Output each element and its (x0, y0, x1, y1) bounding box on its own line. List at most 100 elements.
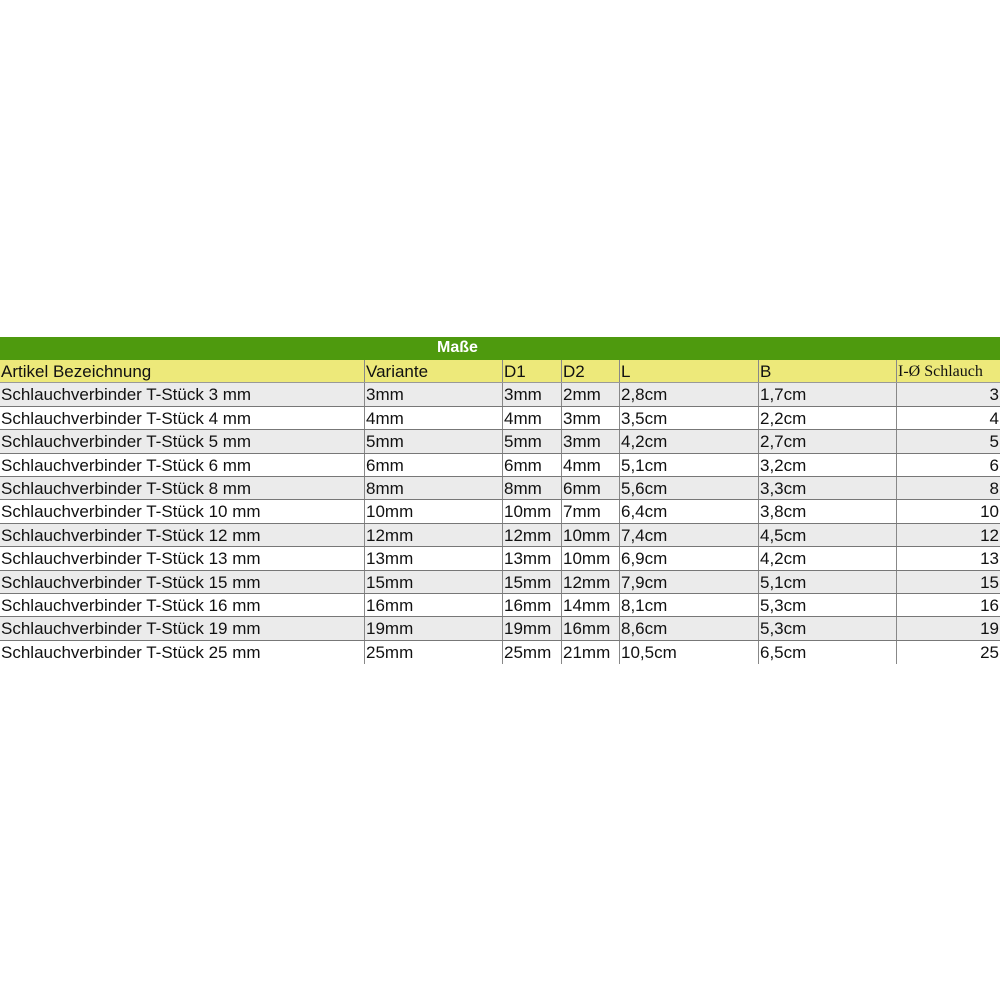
cell-article-name: Schlauchverbinder T-Stück 12 mm (0, 523, 365, 547)
header-variant: Variante (365, 360, 503, 383)
cell-article-name: Schlauchverbinder T-Stück 6 mm (0, 453, 365, 476)
cell-hose-inner-diameter: 8 (989, 478, 999, 498)
cell-width: 6,5cm (759, 640, 897, 665)
table-row: Schlauchverbinder T-Stück 8 mm 8mm 8mm 6mm 5… (0, 476, 1000, 501)
cell-length: 2,8cm (620, 383, 759, 406)
header-width: B (759, 360, 897, 383)
table-row: Schlauchverbinder T-Stück 4 mm 4mm 4mm 3mm 3… (0, 406, 1000, 431)
cell-hose-inner-diameter: 12 (980, 525, 999, 545)
header-d1: D1 (503, 360, 562, 383)
cell-width: 2,7cm (759, 430, 897, 453)
cell-d1: 13mm (503, 547, 562, 570)
cell-width: 5,1cm (759, 570, 897, 593)
cell-variant: 3mm (365, 383, 503, 406)
cell-d1: 16mm (503, 593, 562, 617)
cell-d2: 12mm (562, 570, 620, 593)
cell-length: 5,1cm (620, 453, 759, 476)
cell-length: 5,6cm (620, 476, 759, 500)
cell-hose-inner-diameter: 3 (989, 385, 999, 405)
cell-variant: 8mm (365, 476, 503, 500)
cell-d2: 3mm (562, 406, 620, 430)
cell-length: 3,5cm (620, 406, 759, 430)
cell-d1: 3mm (503, 383, 562, 406)
cell-length: 7,4cm (620, 523, 759, 547)
cell-variant: 5mm (365, 430, 503, 453)
cell-article-name: Schlauchverbinder T-Stück 8 mm (0, 476, 365, 500)
cell-d1: 8mm (503, 476, 562, 500)
cell-width: 3,3cm (759, 476, 897, 500)
cell-width: 5,3cm (759, 593, 897, 617)
table-title: Maße (437, 339, 478, 356)
cell-width: 2,2cm (759, 406, 897, 430)
cell-length: 7,9cm (620, 570, 759, 593)
table-title-bar: Maße (0, 337, 1000, 360)
cell-d1: 12mm (503, 523, 562, 547)
cell-d1: 15mm (503, 570, 562, 593)
table-row: Schlauchverbinder T-Stück 5 mm 5mm 5mm 3mm 4… (0, 430, 1000, 454)
header-article-name: Artikel Bezeichnung (0, 360, 365, 383)
cell-d2: 21mm (562, 640, 620, 665)
dimensions-table: Maße Artikel Bezeichnung Variante D1 D2 L B I-… (0, 337, 1000, 665)
cell-variant: 16mm (365, 593, 503, 617)
cell-article-name: Schlauchverbinder T-Stück 19 mm (0, 617, 365, 640)
table-row: Schlauchverbinder T-Stück 13 mm 13mm 13mm 1… (0, 547, 1000, 571)
cell-article-name: Schlauchverbinder T-Stück 4 mm (0, 406, 365, 430)
cell-d2: 2mm (562, 383, 620, 406)
cell-d1: 10mm (503, 500, 562, 523)
cell-d1: 4mm (503, 406, 562, 430)
cell-hose-inner-diameter: 15 (980, 572, 999, 592)
cell-variant: 25mm (365, 640, 503, 665)
cell-d1: 5mm (503, 430, 562, 453)
cell-hose-inner-diameter: 25 (980, 642, 999, 662)
cell-d2: 16mm (562, 617, 620, 640)
header-hose-inner-diameter: I-Ø Schlauch (898, 363, 983, 380)
cell-d2: 14mm (562, 593, 620, 617)
cell-width: 3,2cm (759, 453, 897, 476)
cell-d2: 10mm (562, 523, 620, 547)
cell-d1: 6mm (503, 453, 562, 476)
cell-hose-inner-diameter: 5 (989, 432, 999, 452)
cell-hose-inner-diameter: 10 (980, 502, 999, 522)
cell-d2: 4mm (562, 453, 620, 476)
header-length: L (620, 360, 759, 383)
table-row: Schlauchverbinder T-Stück 15 mm 15mm 15mm 1… (0, 570, 1000, 594)
cell-d2: 7mm (562, 500, 620, 523)
cell-width: 4,2cm (759, 547, 897, 570)
cell-d2: 3mm (562, 430, 620, 453)
cell-length: 8,1cm (620, 593, 759, 617)
cell-length: 6,9cm (620, 547, 759, 570)
cell-d2: 6mm (562, 476, 620, 500)
cell-length: 6,4cm (620, 500, 759, 523)
cell-hose-inner-diameter: 19 (980, 619, 999, 639)
cell-hose-inner-diameter: 13 (980, 549, 999, 569)
cell-length: 10,5cm (620, 640, 759, 665)
header-row: Artikel Bezeichnung Variante D1 D2 L B I-Ø Sch… (0, 360, 1000, 384)
cell-article-name: Schlauchverbinder T-Stück 5 mm (0, 430, 365, 453)
cell-variant: 12mm (365, 523, 503, 547)
cell-hose-inner-diameter: 4 (989, 408, 999, 428)
cell-width: 5,3cm (759, 617, 897, 640)
cell-article-name: Schlauchverbinder T-Stück 3 mm (0, 383, 365, 406)
cell-d1: 25mm (503, 640, 562, 665)
cell-variant: 6mm (365, 453, 503, 476)
table-row: Schlauchverbinder T-Stück 12 mm 12mm 12mm 1… (0, 523, 1000, 548)
table-row: Schlauchverbinder T-Stück 3 mm 3mm 3mm 2mm 2… (0, 383, 1000, 407)
table-row: Schlauchverbinder T-Stück 25 mm 25mm 25mm 2… (0, 640, 1000, 665)
cell-hose-inner-diameter: 6 (989, 455, 999, 475)
table-row: Schlauchverbinder T-Stück 19 mm 19mm 19mm 1… (0, 617, 1000, 641)
cell-article-name: Schlauchverbinder T-Stück 15 mm (0, 570, 365, 593)
cell-width: 4,5cm (759, 523, 897, 547)
cell-article-name: Schlauchverbinder T-Stück 10 mm (0, 500, 365, 523)
header-d2: D2 (562, 360, 620, 383)
cell-width: 3,8cm (759, 500, 897, 523)
cell-article-name: Schlauchverbinder T-Stück 16 mm (0, 593, 365, 617)
cell-article-name: Schlauchverbinder T-Stück 25 mm (0, 640, 365, 665)
cell-d1: 19mm (503, 617, 562, 640)
table-row: Schlauchverbinder T-Stück 10 mm 10mm 10mm 7… (0, 500, 1000, 524)
cell-width: 1,7cm (759, 383, 897, 406)
cell-variant: 4mm (365, 406, 503, 430)
cell-length: 8,6cm (620, 617, 759, 640)
cell-variant: 13mm (365, 547, 503, 570)
cell-hose-inner-diameter: 16 (980, 595, 999, 615)
cell-length: 4,2cm (620, 430, 759, 453)
